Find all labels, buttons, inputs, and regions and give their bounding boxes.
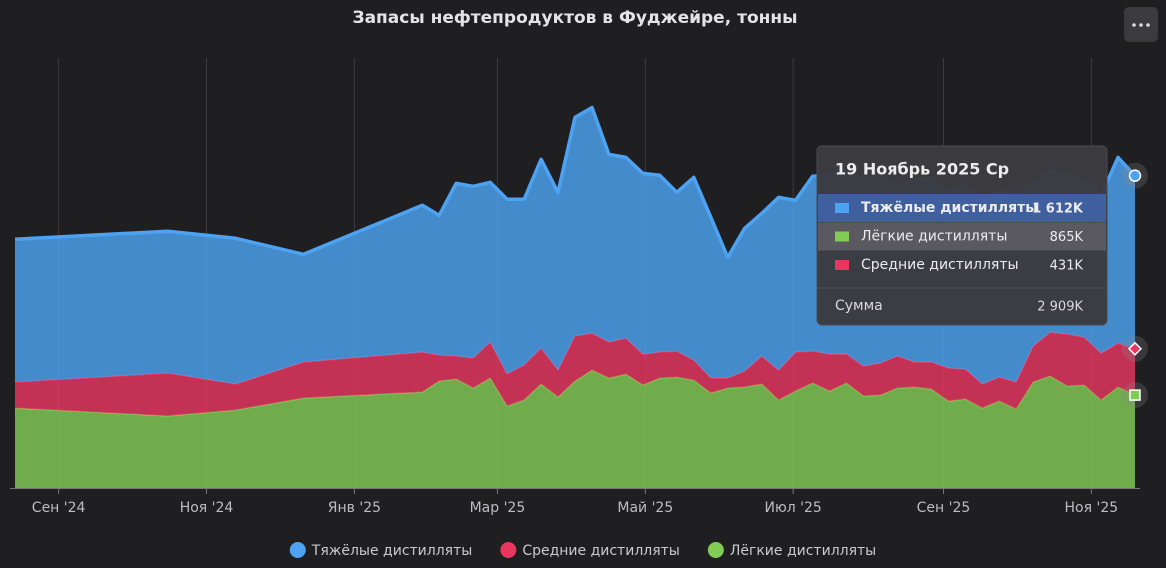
- tooltip-row-bg: [818, 194, 1106, 222]
- tooltip-name: Тяжёлые дистилляты: [861, 200, 1038, 216]
- legend-swatch: [707, 542, 724, 558]
- legend-item[interactable]: Средние дистилляты: [500, 542, 680, 559]
- x-tick-label: Май '25: [617, 500, 673, 516]
- tooltip-row-bg: [818, 222, 1106, 251]
- x-tick-label: Сен '24: [32, 500, 86, 516]
- tooltip-value: 431K: [1050, 259, 1084, 274]
- x-tick-label: Янв '25: [328, 500, 381, 516]
- tooltip-swatch: [835, 203, 849, 213]
- marker: [1129, 389, 1141, 401]
- tooltip-swatch: [835, 260, 849, 270]
- menu-dot: [1132, 23, 1136, 27]
- menu-button[interactable]: [1124, 7, 1158, 42]
- marker: [1127, 341, 1143, 356]
- legend[interactable]: Тяжёлые дистилляты Средние дистилляты Лёгк…: [289, 542, 876, 559]
- x-tick-label: Мар '25: [470, 500, 526, 516]
- x-tick-label: Июл '25: [765, 500, 822, 516]
- tooltip-sum-value: 2 909K: [1037, 300, 1083, 315]
- x-tick-label: Ноя '25: [1065, 500, 1119, 516]
- tooltip-swatch: [835, 231, 849, 242]
- legend-label: Средние дистилляты: [522, 543, 680, 559]
- chart-title: Запасы нефтепродуктов в Фуджейре, тонны: [353, 8, 798, 28]
- menu-dot: [1139, 23, 1143, 27]
- tooltip-name: Средние дистилляты: [861, 257, 1019, 273]
- tooltip-title: 19 Ноябрь 2025 Ср: [835, 160, 1009, 179]
- marker: [1128, 169, 1142, 182]
- legend-label: Тяжёлые дистилляты: [311, 543, 473, 559]
- legend-swatch: [500, 542, 517, 558]
- legend-label: Лёгкие дистилляты: [730, 543, 876, 559]
- area: [15, 332, 1135, 416]
- legend-item[interactable]: Лёгкие дистилляты: [707, 542, 876, 559]
- x-tick-label: Сен '25: [917, 500, 971, 516]
- tooltip-name: Лёгкие дистилляты: [861, 229, 1007, 245]
- legend-swatch: [289, 542, 306, 558]
- tooltip-value: 865K: [1050, 230, 1084, 245]
- menu-dot: [1146, 23, 1150, 27]
- tooltip-sum-name: Сумма: [835, 298, 883, 314]
- tooltip-value: 1 612K: [1032, 202, 1084, 217]
- legend-item[interactable]: Тяжёлые дистилляты: [289, 542, 473, 559]
- x-tick-label: Ноя '24: [180, 500, 234, 516]
